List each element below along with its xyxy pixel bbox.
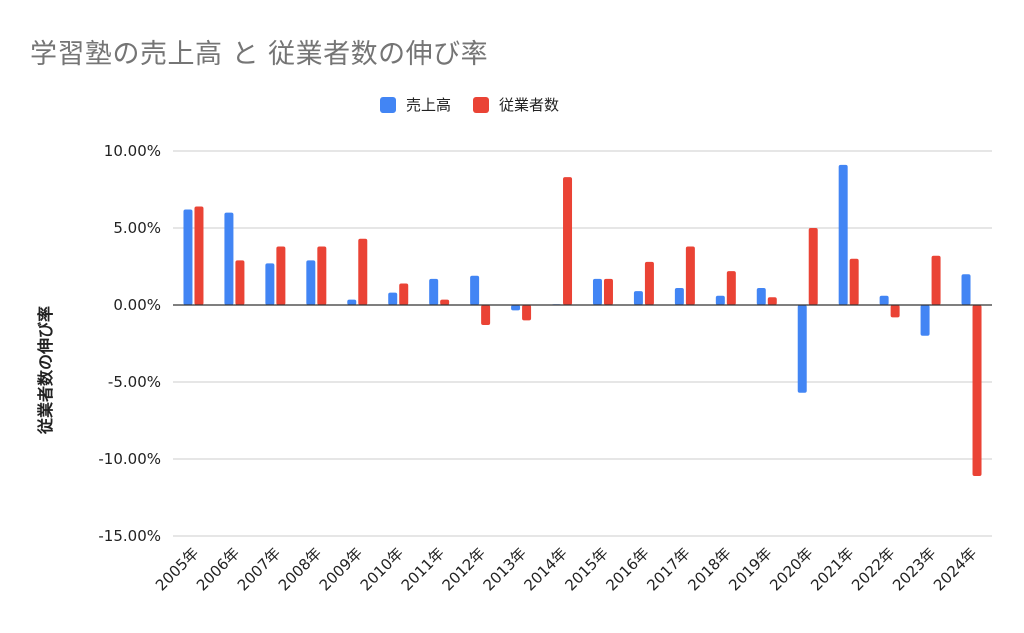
bar-sales[interactable] xyxy=(388,292,398,305)
bar-employees[interactable] xyxy=(808,228,818,305)
bar-sales[interactable] xyxy=(797,305,807,393)
x-tick-label: 2008年 xyxy=(275,544,325,594)
bar-sales[interactable] xyxy=(592,278,602,305)
y-tick-label: -10.00% xyxy=(98,450,161,468)
x-tick-label: 2018年 xyxy=(684,544,734,594)
bar-sales[interactable] xyxy=(429,278,439,305)
bar-sales[interactable] xyxy=(838,164,848,305)
x-tick-label: 2012年 xyxy=(439,544,489,594)
x-tick-label: 2022年 xyxy=(848,544,898,594)
bar-employees[interactable] xyxy=(931,255,941,305)
bar-sales[interactable] xyxy=(961,274,971,305)
bar-sales[interactable] xyxy=(347,299,357,305)
bar-employees[interactable] xyxy=(194,206,204,305)
bar-sales[interactable] xyxy=(224,212,234,305)
bar-sales[interactable] xyxy=(265,263,275,305)
x-tick-label: 2013年 xyxy=(480,544,530,594)
bar-employees[interactable] xyxy=(235,260,245,305)
bar-sales[interactable] xyxy=(920,305,930,336)
y-tick-label: 0.00% xyxy=(113,296,161,314)
bar-sales[interactable] xyxy=(879,295,889,305)
bar-employees[interactable] xyxy=(276,246,286,305)
x-tick-label: 2009年 xyxy=(316,544,366,594)
bar-employees[interactable] xyxy=(440,299,450,305)
x-tick-label: 2010年 xyxy=(357,544,407,594)
bar-employees[interactable] xyxy=(563,177,573,305)
legend: 売上高 従業者数 xyxy=(380,94,581,115)
bar-employees[interactable] xyxy=(481,305,491,326)
x-tick-label: 2019年 xyxy=(725,544,775,594)
x-tick-label: 2014年 xyxy=(521,544,571,594)
bar-employees[interactable] xyxy=(317,246,327,305)
x-tick-label: 2016年 xyxy=(602,544,652,594)
x-tick-label: 2017年 xyxy=(643,544,693,594)
y-tick-label: -5.00% xyxy=(108,373,161,391)
bar-sales[interactable] xyxy=(511,305,521,311)
bar-employees[interactable] xyxy=(767,297,777,305)
legend-label-employees: 従業者数 xyxy=(499,96,560,114)
bar-employees[interactable] xyxy=(644,261,654,305)
bar-sales[interactable] xyxy=(183,209,193,305)
bar-sales[interactable] xyxy=(674,288,684,305)
bar-employees[interactable] xyxy=(603,278,613,305)
y-tick-label: 10.00% xyxy=(104,142,161,160)
bar-sales[interactable] xyxy=(715,295,725,305)
bar-employees[interactable] xyxy=(972,305,982,476)
x-tick-label: 2023年 xyxy=(889,544,939,594)
chart-title: 学習塾の売上高 と 従業者数の伸び率 xyxy=(30,39,489,70)
x-tick-label: 2011年 xyxy=(398,544,448,594)
legend-label-sales: 売上高 xyxy=(406,96,452,114)
bar-employees[interactable] xyxy=(358,238,368,305)
x-tick-label: 2021年 xyxy=(807,544,857,594)
bar-sales[interactable] xyxy=(756,288,766,305)
legend-item-sales[interactable]: 売上高 xyxy=(380,94,451,115)
bar-sales[interactable] xyxy=(306,260,316,305)
bar-employees[interactable] xyxy=(849,258,859,305)
y-tick-label: -15.00% xyxy=(98,527,161,545)
x-tick-label: 2007年 xyxy=(234,544,284,594)
bar-employees[interactable] xyxy=(685,246,695,305)
x-tick-label: 2006年 xyxy=(193,544,243,594)
x-tick-label: 2024年 xyxy=(930,544,980,594)
y-tick-label: 5.00% xyxy=(113,219,161,237)
bar-employees[interactable] xyxy=(726,271,736,305)
bar-sales[interactable] xyxy=(633,291,643,305)
bar-employees[interactable] xyxy=(522,305,532,321)
bar-employees[interactable] xyxy=(890,305,900,318)
legend-item-employees[interactable]: 従業者数 xyxy=(473,94,559,115)
x-tick-label: 2020年 xyxy=(766,544,816,594)
bar-sales[interactable] xyxy=(470,275,480,305)
legend-swatch-employees xyxy=(473,96,490,113)
x-tick-label: 2005年 xyxy=(152,544,202,594)
x-tick-label: 2015年 xyxy=(561,544,611,594)
legend-swatch-sales xyxy=(380,96,396,113)
bar-employees[interactable] xyxy=(399,283,409,305)
